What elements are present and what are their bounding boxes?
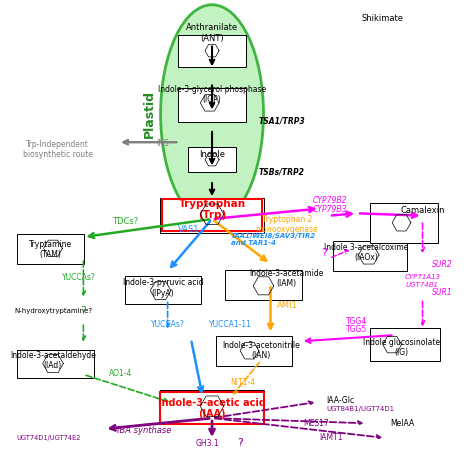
Text: AO1-4: AO1-4 xyxy=(109,369,133,377)
Text: NIT1-4: NIT1-4 xyxy=(230,378,255,387)
Text: SUR2: SUR2 xyxy=(432,260,453,268)
FancyBboxPatch shape xyxy=(17,234,84,264)
FancyBboxPatch shape xyxy=(225,270,302,300)
FancyBboxPatch shape xyxy=(178,88,246,122)
FancyBboxPatch shape xyxy=(160,390,264,424)
Text: Indole-3-acetic acid
(IAA): Indole-3-acetic acid (IAA) xyxy=(158,398,266,419)
Text: TGG4: TGG4 xyxy=(346,317,368,326)
Text: UGT74B1: UGT74B1 xyxy=(406,283,439,288)
FancyBboxPatch shape xyxy=(370,328,440,361)
FancyBboxPatch shape xyxy=(188,147,237,172)
Text: YUCCAs?: YUCCAs? xyxy=(151,320,184,329)
Text: INS: INS xyxy=(156,139,169,148)
FancyBboxPatch shape xyxy=(160,392,264,424)
Text: IAA-Glc: IAA-Glc xyxy=(327,396,355,405)
Text: UGT84B1/UGT74D1: UGT84B1/UGT74D1 xyxy=(327,406,395,411)
FancyBboxPatch shape xyxy=(333,241,407,271)
Text: CYP79B2: CYP79B2 xyxy=(313,196,347,205)
Text: MeIAA: MeIAA xyxy=(390,419,414,428)
Text: VAS1: VAS1 xyxy=(178,225,200,234)
Text: Plastid: Plastid xyxy=(142,90,155,138)
Text: N-hydroxytryptamine?: N-hydroxytryptamine? xyxy=(14,309,92,314)
Text: TAA1/WEI8/SAV3/TIR2
and TAR1-4: TAA1/WEI8/SAV3/TIR2 and TAR1-4 xyxy=(231,233,316,246)
FancyBboxPatch shape xyxy=(216,336,292,366)
Text: YUCCAs?: YUCCAs? xyxy=(62,273,96,282)
Text: Camalexin: Camalexin xyxy=(400,207,445,215)
Text: Trp-Independent
biosynthetic route: Trp-Independent biosynthetic route xyxy=(23,140,92,159)
Ellipse shape xyxy=(161,5,264,223)
Text: Indole-3-glycerol phosphase
(IGP): Indole-3-glycerol phosphase (IGP) xyxy=(158,85,266,104)
Text: ?: ? xyxy=(237,438,243,448)
FancyBboxPatch shape xyxy=(370,203,438,243)
Text: IBA synthase: IBA synthase xyxy=(117,426,172,435)
Text: TSBs/TRP2: TSBs/TRP2 xyxy=(259,167,305,176)
FancyBboxPatch shape xyxy=(178,35,246,67)
Text: Tryptophan
(Trp): Tryptophan (Trp) xyxy=(179,199,246,220)
Text: IAMT1: IAMT1 xyxy=(319,434,343,442)
FancyBboxPatch shape xyxy=(160,198,264,233)
Text: Indole-3-acetonitrile
(IAN): Indole-3-acetonitrile (IAN) xyxy=(222,341,300,360)
Text: ?: ? xyxy=(321,247,327,258)
Text: Indole 3-acetalcoxime
(IAOx): Indole 3-acetalcoxime (IAOx) xyxy=(324,243,409,262)
FancyBboxPatch shape xyxy=(125,276,201,304)
Text: Indole-3-pyruvic acid
(IPyA): Indole-3-pyruvic acid (IPyA) xyxy=(123,279,203,298)
FancyBboxPatch shape xyxy=(17,350,94,378)
Text: TDCs?: TDCs? xyxy=(112,217,138,226)
Text: Indole: Indole xyxy=(199,150,225,158)
Text: Tryptophan 2
monooxygenase: Tryptophan 2 monooxygenase xyxy=(255,215,318,234)
Text: TGG5: TGG5 xyxy=(346,325,368,334)
Text: UGT74D1/UGT74E2: UGT74D1/UGT74E2 xyxy=(16,436,81,441)
Text: Indole-3-acetamide
(IAM): Indole-3-acetamide (IAM) xyxy=(250,269,324,288)
Text: YUCCA1-11: YUCCA1-11 xyxy=(210,320,252,329)
Text: CYP79B3: CYP79B3 xyxy=(313,205,347,214)
Text: CYP71A13: CYP71A13 xyxy=(404,274,441,280)
Text: SUR1: SUR1 xyxy=(432,289,453,297)
Text: AMI1: AMI1 xyxy=(276,301,297,310)
Text: Indole glucosinolate
(IG): Indole glucosinolate (IG) xyxy=(363,338,440,357)
Text: TSA1/TRP3: TSA1/TRP3 xyxy=(259,117,305,125)
Text: Indole-3-acetaldehyde
(IAd): Indole-3-acetaldehyde (IAd) xyxy=(10,351,96,370)
Text: ?: ? xyxy=(81,306,86,316)
FancyBboxPatch shape xyxy=(162,199,262,231)
Text: Anthranilate
(ANT): Anthranilate (ANT) xyxy=(186,24,238,43)
Text: MES17: MES17 xyxy=(303,419,329,428)
Text: Shikimate: Shikimate xyxy=(362,14,404,23)
Text: GH3.1: GH3.1 xyxy=(196,439,219,447)
Text: Tryptamine
(TAM): Tryptamine (TAM) xyxy=(29,240,72,259)
